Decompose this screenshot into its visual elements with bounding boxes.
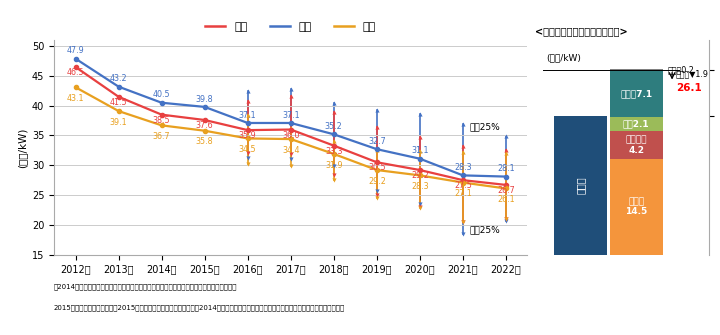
Text: 35.8: 35.8 [196, 137, 213, 146]
Text: 31.1: 31.1 [411, 146, 428, 155]
Text: 43.2: 43.2 [109, 74, 127, 83]
Text: 2015年～：定期報告データ（2015年の新築・既築システム費用は、2014年の全体に対する新築・既築それぞれの費用の比率を用いて推計）: 2015年～：定期報告データ（2015年の新築・既築システム費用は、2014年の… [54, 305, 346, 312]
Text: パワコン
4.2: パワコン 4.2 [626, 135, 647, 155]
Text: 設備費: 設備費 [575, 177, 585, 194]
Legend: 全体, 既築, 新築: 全体, 既築, 新築 [201, 18, 381, 37]
Text: 34.5: 34.5 [239, 145, 256, 154]
Text: 架台2.1: 架台2.1 [623, 120, 649, 129]
Text: 37.6: 37.6 [196, 121, 213, 130]
Text: 35.9: 35.9 [239, 131, 256, 140]
Text: 上位25%: 上位25% [469, 122, 500, 131]
Bar [610, 159, 663, 255]
Bar [610, 117, 663, 131]
Text: 26.1: 26.1 [676, 83, 702, 93]
Bar [554, 116, 607, 255]
Text: 41.5: 41.5 [109, 98, 127, 107]
Text: 39.8: 39.8 [196, 94, 213, 104]
Text: 37.1: 37.1 [239, 111, 256, 120]
Text: 値引き▼1.9: 値引き▼1.9 [676, 70, 709, 79]
Text: 26.7: 26.7 [497, 186, 515, 195]
Text: 28.3: 28.3 [411, 182, 428, 191]
Text: 40.5: 40.5 [153, 90, 171, 99]
Y-axis label: (万円/kW): (万円/kW) [17, 127, 27, 168]
Bar [610, 131, 663, 159]
Text: 35.2: 35.2 [325, 122, 343, 131]
Text: パネル
14.5: パネル 14.5 [625, 197, 647, 216]
Bar [610, 69, 663, 71]
Text: 工事費7.1: 工事費7.1 [620, 89, 652, 98]
Text: 34.4: 34.4 [282, 146, 300, 155]
Text: (万円/kW): (万円/kW) [546, 53, 581, 62]
Text: その他0.2: その他0.2 [668, 65, 695, 74]
Text: 29.2: 29.2 [411, 171, 429, 180]
Text: 47.9: 47.9 [67, 46, 84, 55]
Text: 39.1: 39.1 [109, 118, 127, 127]
Text: 28.3: 28.3 [454, 163, 472, 172]
Text: 38.5: 38.5 [153, 116, 171, 125]
Text: 33.3: 33.3 [325, 147, 343, 156]
Text: 29.2: 29.2 [368, 177, 386, 186]
Text: 31.9: 31.9 [325, 160, 343, 170]
Text: 28.1: 28.1 [498, 164, 515, 173]
Text: 26.1: 26.1 [498, 195, 515, 204]
Text: 下位25%: 下位25% [469, 225, 500, 234]
Text: <システム費用（新築）の内訳>: <システム費用（新築）の内訳> [535, 27, 628, 37]
Text: 37.1: 37.1 [282, 111, 300, 120]
Text: 32.7: 32.7 [368, 137, 386, 146]
Text: 46.5: 46.5 [67, 68, 84, 77]
Text: 36.0: 36.0 [282, 131, 300, 140]
Text: 43.1: 43.1 [67, 94, 84, 103]
Text: 30.5: 30.5 [368, 163, 386, 173]
Text: 27.5: 27.5 [454, 181, 472, 190]
Text: ～2014年：一般社団法人太陽光発電協会太陽光発電普及拡大センター補助金交付実績データ: ～2014年：一般社団法人太陽光発電協会太陽光発電普及拡大センター補助金交付実績… [54, 283, 238, 290]
Text: 27.1: 27.1 [454, 189, 472, 198]
Bar [610, 71, 663, 117]
Text: 36.7: 36.7 [153, 132, 171, 141]
